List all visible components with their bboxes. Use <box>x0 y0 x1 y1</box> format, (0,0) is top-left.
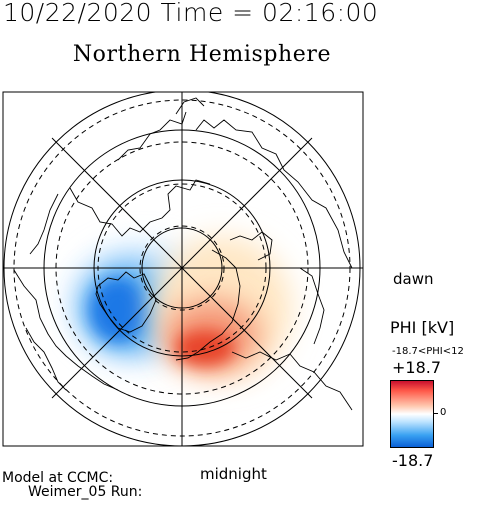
magnetic-grid <box>13 99 351 437</box>
colorbar-zero-tick <box>434 413 438 414</box>
midnight-label: midnight <box>200 465 267 483</box>
polar-map <box>0 90 366 448</box>
dawn-label: dawn <box>393 270 434 288</box>
meridian-lines <box>3 92 363 446</box>
timestamp-header: 10/22/2020 Time = 02:16:00 <box>3 0 379 27</box>
coastlines <box>13 97 353 411</box>
colorbar-max-label: +18.7 <box>392 358 442 377</box>
colorbar-zero-label: 0 <box>440 407 447 418</box>
run-credit: Weimer_05 Run: <box>28 484 143 500</box>
polar-map-svg <box>2 91 364 447</box>
colorbar-range: -18.7<PHI<12 <box>392 346 464 357</box>
colorbar-title: PHI [kV] <box>390 318 455 337</box>
colorbar-min-label: -18.7 <box>392 451 434 470</box>
map-title: Northern Hemisphere <box>72 42 332 67</box>
model-credit: Model at CCMC: <box>2 470 114 486</box>
colorbar <box>390 380 434 448</box>
